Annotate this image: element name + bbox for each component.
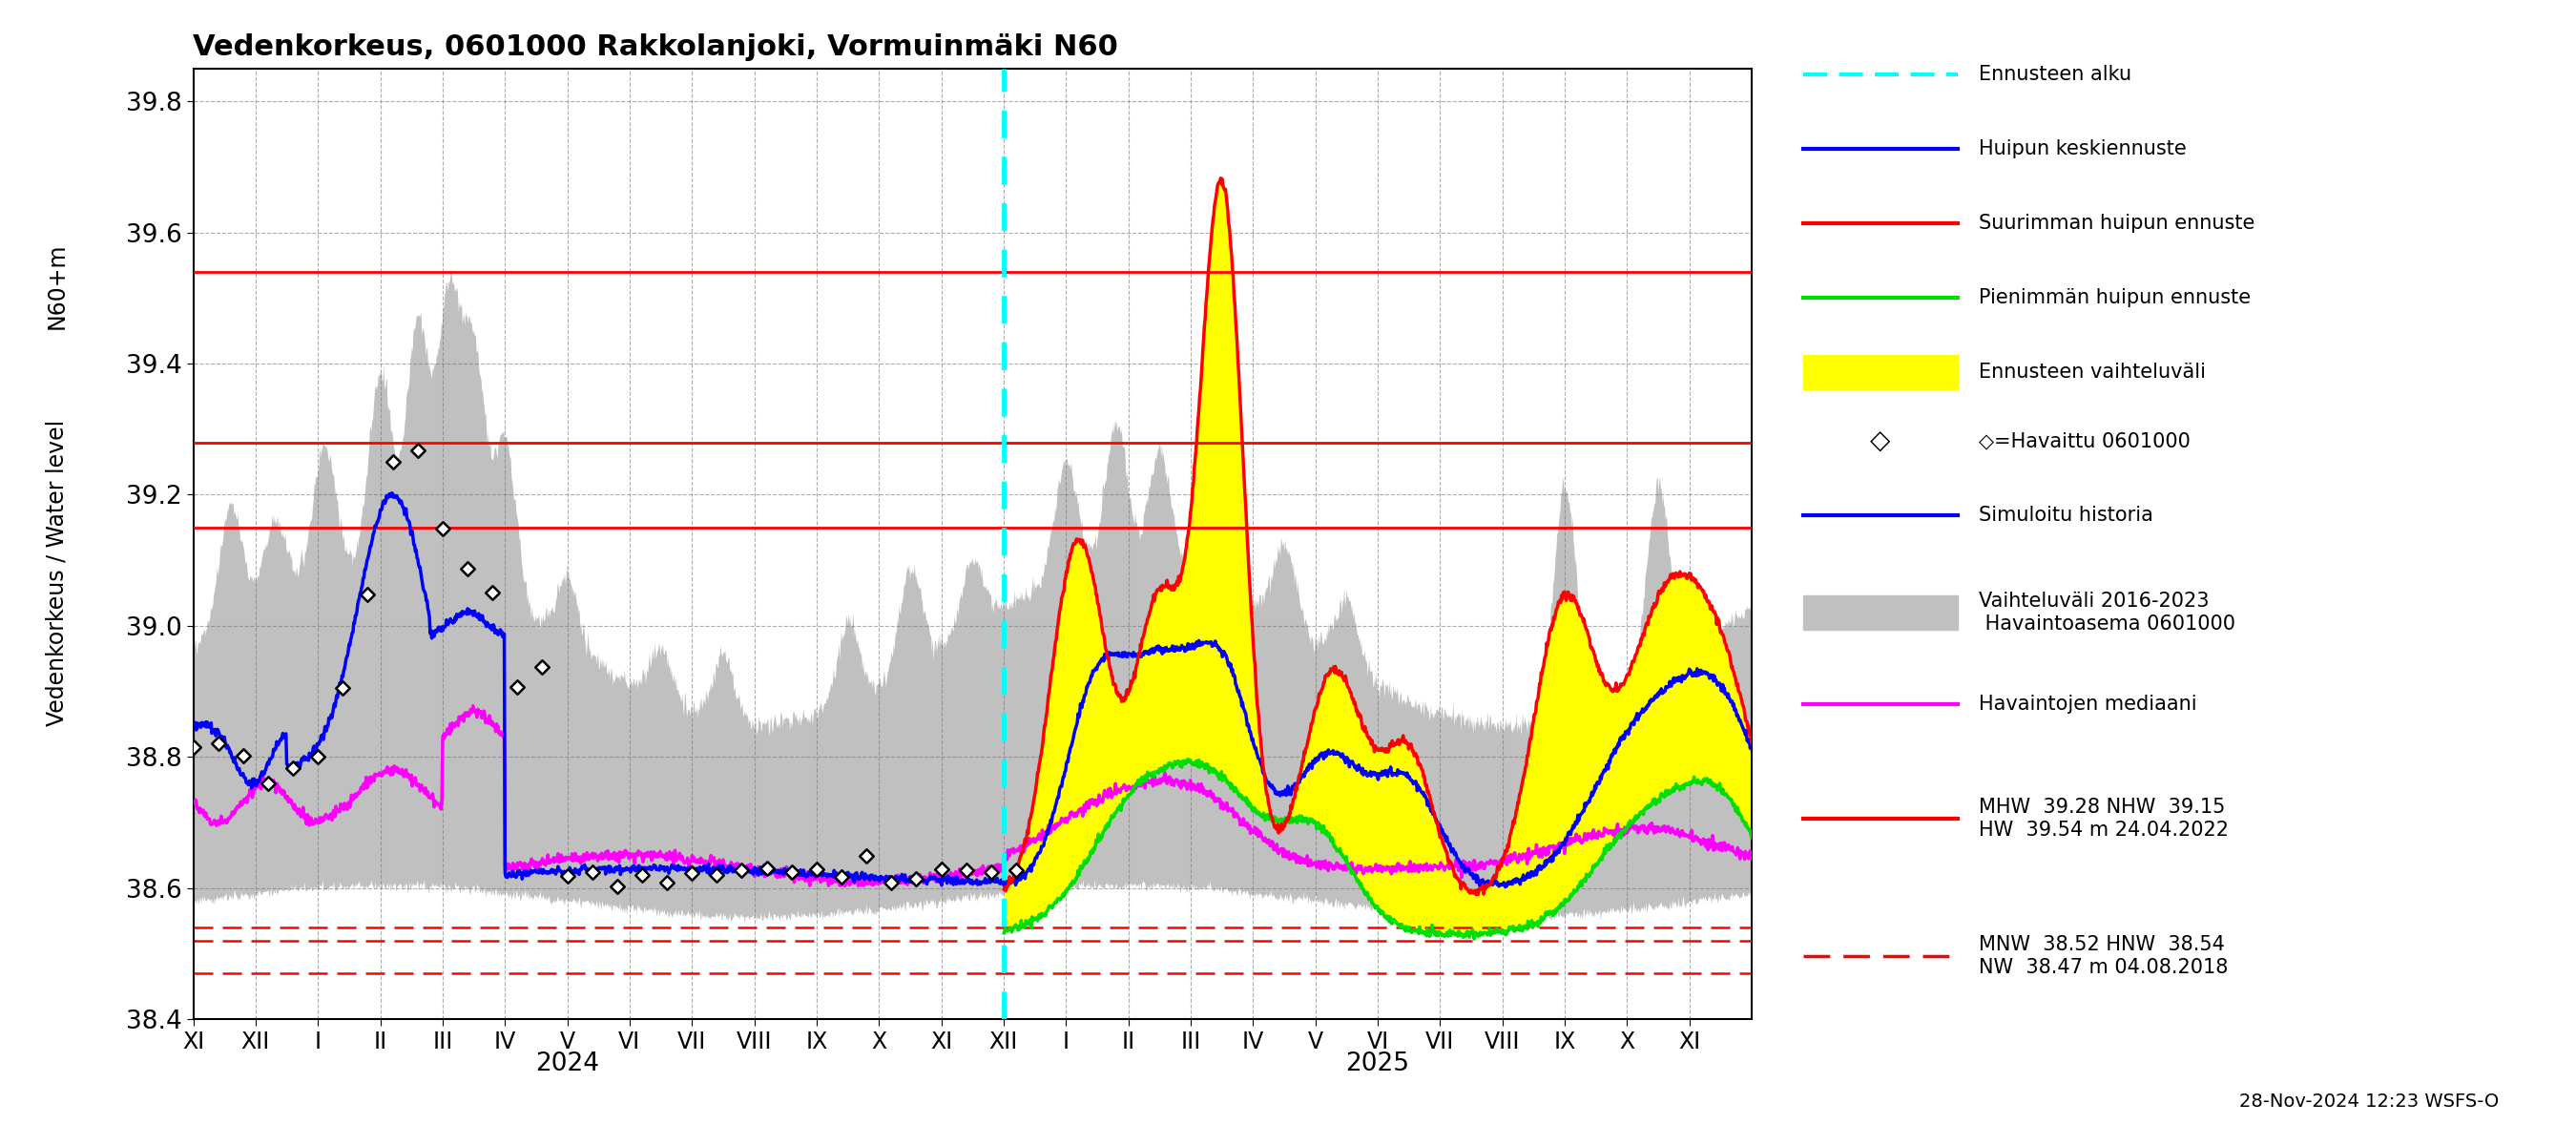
Point [348,585,389,603]
Point [247,774,289,792]
Point [920,860,961,878]
Point [971,862,1012,881]
Text: 2025: 2025 [1345,1052,1409,1076]
Point [222,747,263,765]
Text: Vedenkorkeus / Water level: Vedenkorkeus / Water level [46,419,67,726]
Point [647,872,688,891]
Point [770,862,811,881]
Text: Vedenkorkeus, 0601000 Rakkolanjoki, Vormuinmäki N60: Vedenkorkeus, 0601000 Rakkolanjoki, Vorm… [193,33,1118,61]
Point [696,866,737,884]
Text: 2024: 2024 [536,1052,600,1076]
Point [397,441,438,459]
Point [296,748,337,766]
Point [721,861,762,879]
Point [621,866,662,884]
Point [446,560,487,578]
Text: Ennusteen alku: Ennusteen alku [1978,65,2130,84]
Point [198,734,240,752]
Point [422,519,464,537]
Point [796,860,837,878]
Text: MHW  39.28 NHW  39.15
HW  39.54 m 24.04.2022: MHW 39.28 NHW 39.15 HW 39.54 m 24.04.202… [1978,798,2228,839]
Text: ◇=Havaittu 0601000: ◇=Havaittu 0601000 [1978,432,2190,450]
Point [598,877,639,895]
Text: MNW  38.52 HNW  38.54
NW  38.47 m 04.08.2018: MNW 38.52 HNW 38.54 NW 38.47 m 04.08.201… [1978,935,2228,977]
Text: Vaihteluväli 2016-2023
 Havaintoasema 0601000: Vaihteluväli 2016-2023 Havaintoasema 060… [1978,592,2236,633]
Point [747,859,788,877]
Point [173,737,214,756]
Point [273,759,314,777]
Text: Ennusteen vaihteluväli: Ennusteen vaihteluväli [1978,363,2205,381]
Point [845,847,886,866]
Text: Huipun keskiennuste: Huipun keskiennuste [1978,140,2187,158]
Text: Suurimman huipun ennuste: Suurimman huipun ennuste [1978,214,2254,232]
Point [896,869,938,887]
Text: Pienimmän huipun ennuste: Pienimmän huipun ennuste [1978,289,2251,307]
Point [572,863,613,882]
Text: Simuloitu historia: Simuloitu historia [1978,506,2154,524]
Point [546,867,587,885]
Point [523,657,564,676]
Point [497,678,538,696]
Text: Havaintojen mediaani: Havaintojen mediaani [1978,695,2197,713]
Text: ◇: ◇ [1870,427,1891,455]
Point [945,861,987,879]
Point [672,864,714,883]
Text: N60+m: N60+m [46,243,67,330]
Point [822,868,863,886]
Point [994,861,1036,879]
Point [871,874,912,892]
Point [471,584,513,602]
Text: 28-Nov-2024 12:23 WSFS-O: 28-Nov-2024 12:23 WSFS-O [2239,1092,2499,1111]
Point [322,679,363,697]
Point [371,452,412,471]
